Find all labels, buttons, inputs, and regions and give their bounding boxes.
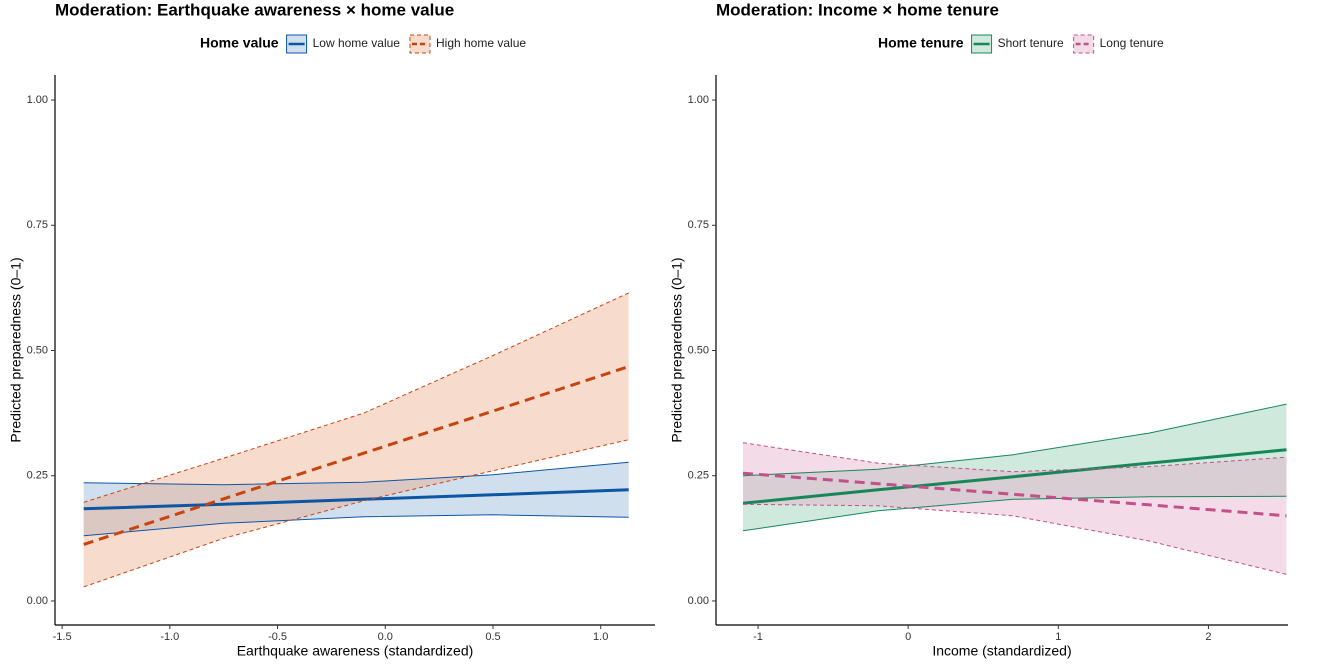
y-tick-label: 0.50 [688, 344, 709, 356]
ci-bound [83, 439, 629, 588]
y-tick-label: 0.75 [688, 219, 709, 231]
y-tick-label: 1.00 [688, 94, 709, 106]
x-tick-label: -1.0 [160, 631, 179, 643]
ci-bound [742, 442, 1287, 473]
series-line [742, 448, 1287, 505]
y-tick-label: 0.00 [27, 595, 48, 607]
x-tick-label: -1.5 [53, 631, 72, 643]
x-tick-label: 0 [905, 631, 911, 643]
y-tick-label: 0.00 [688, 595, 709, 607]
x-tick-label: 1 [1055, 631, 1061, 643]
series-line [83, 488, 629, 511]
series-line [742, 471, 1287, 518]
ci-band [83, 292, 629, 587]
y-tick-label: 0.50 [27, 344, 48, 356]
ci-band [743, 442, 1287, 575]
y-tick-label: 0.25 [27, 470, 48, 482]
series-line [83, 365, 630, 546]
legend-label: Short tenure [998, 36, 1064, 50]
y-axis-label: Predicted preparedness (0–1) [8, 257, 24, 442]
chart-title: Moderation: Income × home tenure [716, 0, 999, 19]
legend-label: Low home value [313, 36, 401, 50]
y-tick-label: 0.75 [27, 219, 48, 231]
ci-band [743, 404, 1287, 531]
x-tick-label: 2 [1205, 631, 1211, 643]
legend-label: Long tenure [1100, 36, 1164, 50]
legend-label: High home value [436, 36, 526, 50]
y-tick-label: 0.25 [688, 470, 709, 482]
legend-title: Home value [200, 35, 279, 51]
ci-bound [742, 495, 1287, 532]
x-axis-label: Income (standardized) [932, 643, 1071, 659]
x-tick-label: -0.5 [268, 631, 287, 643]
y-axis-label: Predicted preparedness (0–1) [669, 257, 685, 442]
ci-bound [742, 503, 1287, 575]
x-axis-label: Earthquake awareness (standardized) [237, 643, 474, 659]
x-tick-label: 0.5 [485, 631, 500, 643]
legend-title: Home tenure [878, 35, 964, 51]
chart-title: Moderation: Earthquake awareness × home … [55, 0, 454, 19]
ci-bound [83, 461, 629, 486]
x-tick-label: 1.0 [593, 631, 608, 643]
y-tick-label: 1.00 [27, 94, 48, 106]
x-tick-label: 0.0 [378, 631, 393, 643]
ci-bound [83, 514, 629, 537]
ci-bound [742, 403, 1287, 477]
ci-bound [83, 292, 629, 503]
x-tick-label: -1 [753, 631, 763, 643]
